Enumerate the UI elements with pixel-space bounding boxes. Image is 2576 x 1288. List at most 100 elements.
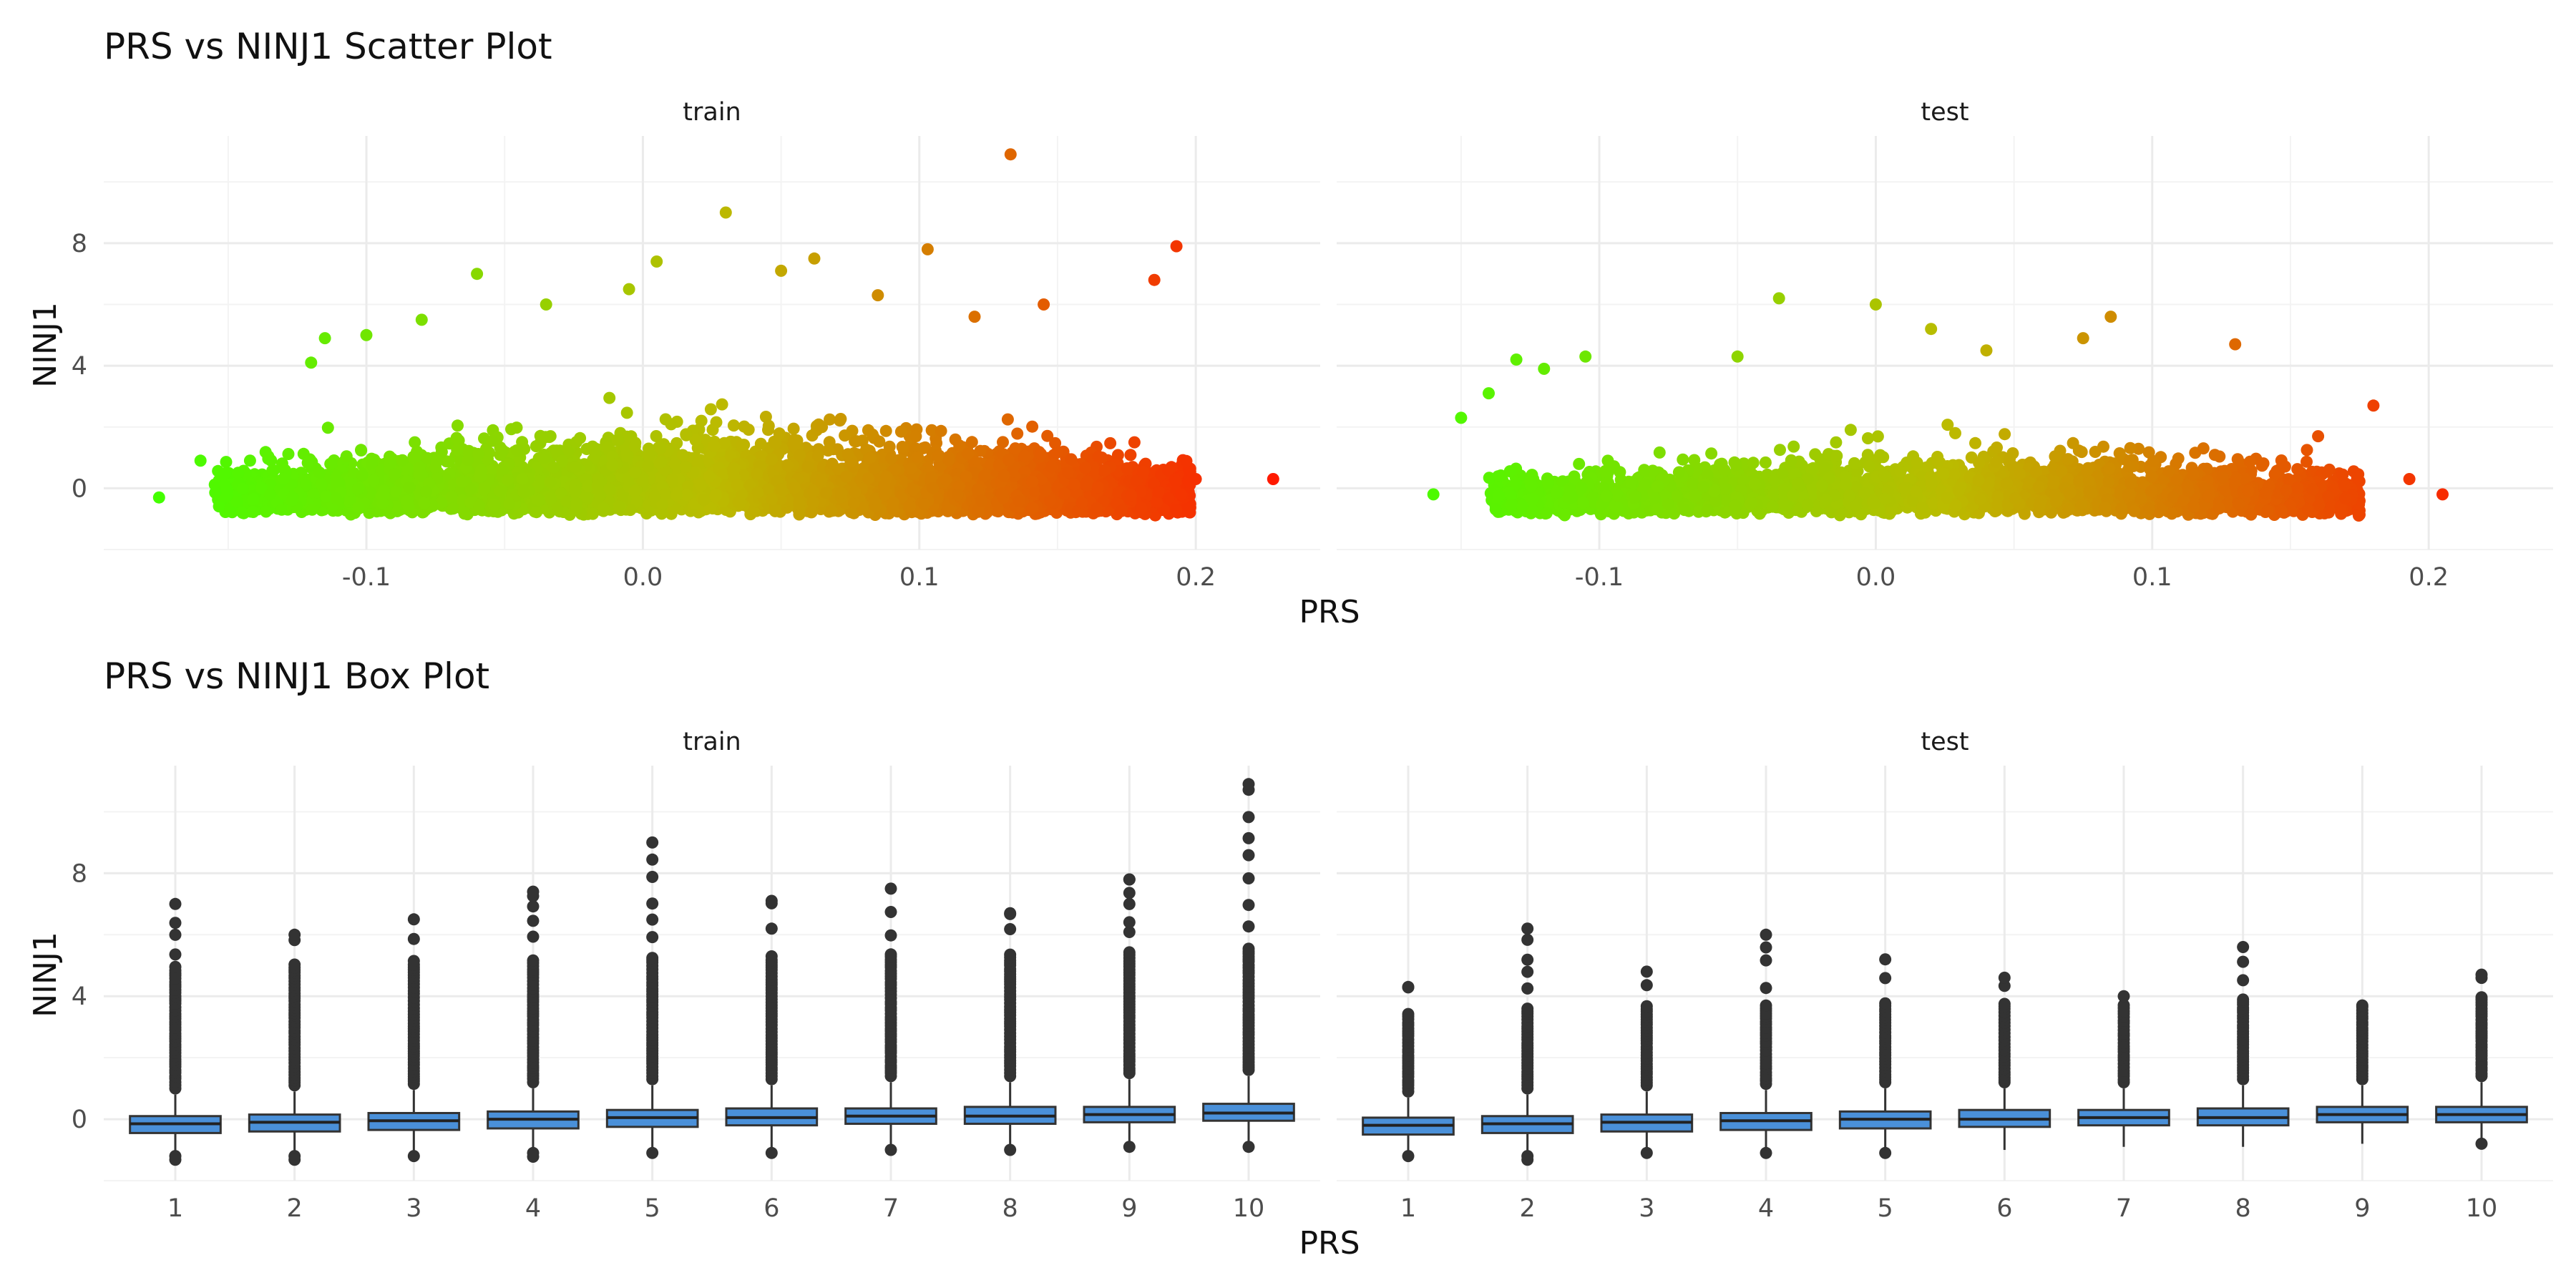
scatter-point xyxy=(1079,462,1092,474)
scatter-point xyxy=(718,436,731,449)
scatter-point xyxy=(517,486,530,499)
scatter-point xyxy=(1035,448,1048,460)
scatter-point xyxy=(486,434,499,447)
scatter-point xyxy=(695,414,708,427)
scatter-point xyxy=(773,427,786,440)
scatter-point xyxy=(450,431,463,444)
scatter-point xyxy=(1128,436,1141,449)
scatter-point xyxy=(669,457,682,470)
scatter-point xyxy=(971,483,984,496)
scatter-point xyxy=(659,413,672,426)
scatter-point xyxy=(754,437,767,450)
scatter-point xyxy=(533,494,546,507)
scatter-point xyxy=(997,436,1009,449)
scatter-facet-label-test: test xyxy=(1921,98,1968,127)
scatter-point xyxy=(793,508,806,521)
scatter-point xyxy=(510,421,523,434)
scatter-point xyxy=(766,453,778,466)
scatter-point xyxy=(839,429,852,442)
scatter-point xyxy=(1009,442,1022,455)
scatter-point xyxy=(1062,466,1075,479)
scatter-point xyxy=(885,452,898,464)
scatter-point xyxy=(301,457,314,469)
scatter-point xyxy=(1092,450,1105,463)
scatter-point xyxy=(408,450,421,463)
scatter-point xyxy=(1050,446,1063,459)
scatter-facet-label-train: train xyxy=(683,98,741,127)
scatter-point xyxy=(896,441,909,453)
scatter-point xyxy=(978,469,991,482)
scatter-point xyxy=(742,424,755,436)
scatter-point xyxy=(443,455,455,468)
scatter-point xyxy=(1180,454,1193,467)
scatter-point xyxy=(324,457,337,470)
scatter-point xyxy=(909,430,922,443)
scatter-point xyxy=(659,488,672,501)
scatter-point xyxy=(736,439,748,452)
scatter-point xyxy=(1001,413,1014,426)
scatter-point xyxy=(613,500,625,513)
scatter-point xyxy=(1124,449,1137,462)
scatter-point xyxy=(451,444,464,457)
scatter-point xyxy=(1041,429,1054,442)
scatter-point xyxy=(447,502,459,515)
scatter-point xyxy=(704,403,717,416)
scatter-point xyxy=(586,507,599,520)
scatter-point xyxy=(762,424,774,436)
scatter-point xyxy=(220,456,233,469)
scatter-point xyxy=(628,440,641,453)
scatter-point xyxy=(603,391,616,404)
scatter-point xyxy=(732,496,745,509)
scatter-point xyxy=(825,504,838,517)
scatter-point xyxy=(1011,427,1024,440)
scatter-point xyxy=(883,440,896,453)
scatter-point xyxy=(775,483,788,496)
scatter-point xyxy=(850,435,863,448)
scatter-point xyxy=(787,422,800,435)
scatter-point xyxy=(452,419,464,432)
scatter-point xyxy=(716,398,728,411)
scatter-point xyxy=(710,416,723,429)
scatter-point xyxy=(259,446,272,459)
scatter-point xyxy=(612,434,625,447)
scatter-point xyxy=(816,421,829,434)
scatter-point xyxy=(530,506,543,519)
scatter-point xyxy=(355,444,368,457)
scatter-point xyxy=(879,424,892,437)
scatter-point xyxy=(236,482,249,495)
scatter-point xyxy=(873,435,886,448)
scatter-point xyxy=(547,461,560,474)
scatter-point xyxy=(935,424,947,437)
scatter-point xyxy=(962,447,975,460)
scatter-point xyxy=(824,413,836,426)
scatter-point xyxy=(1026,420,1039,433)
scatter-point xyxy=(1104,436,1117,449)
scatter-point xyxy=(396,454,409,467)
scatter-point xyxy=(429,462,442,474)
scatter-point xyxy=(356,469,369,482)
scatter-point xyxy=(540,431,552,444)
scatter-point xyxy=(834,414,847,427)
scatter-point xyxy=(727,419,740,432)
scatter-point xyxy=(282,448,295,460)
scatter-point xyxy=(462,454,474,467)
scatter-point xyxy=(315,478,328,491)
scatter-point xyxy=(510,444,523,457)
scatter-point xyxy=(695,479,707,492)
scatter-point xyxy=(544,476,557,489)
scatter-point xyxy=(340,450,353,463)
scatter-point xyxy=(236,507,249,519)
scatter-point xyxy=(243,454,256,467)
scatter-point xyxy=(620,406,633,419)
scatter-point xyxy=(751,467,763,480)
scatter-point xyxy=(1065,453,1078,466)
scatter-point xyxy=(260,505,273,518)
scatter-title: PRS vs NINJ1 Scatter Plot xyxy=(104,26,552,67)
scatter-point xyxy=(793,497,806,510)
scatter-point xyxy=(545,492,557,504)
scatter-point xyxy=(313,466,326,479)
scatter-point xyxy=(494,449,507,462)
scatter-point xyxy=(1018,449,1031,462)
